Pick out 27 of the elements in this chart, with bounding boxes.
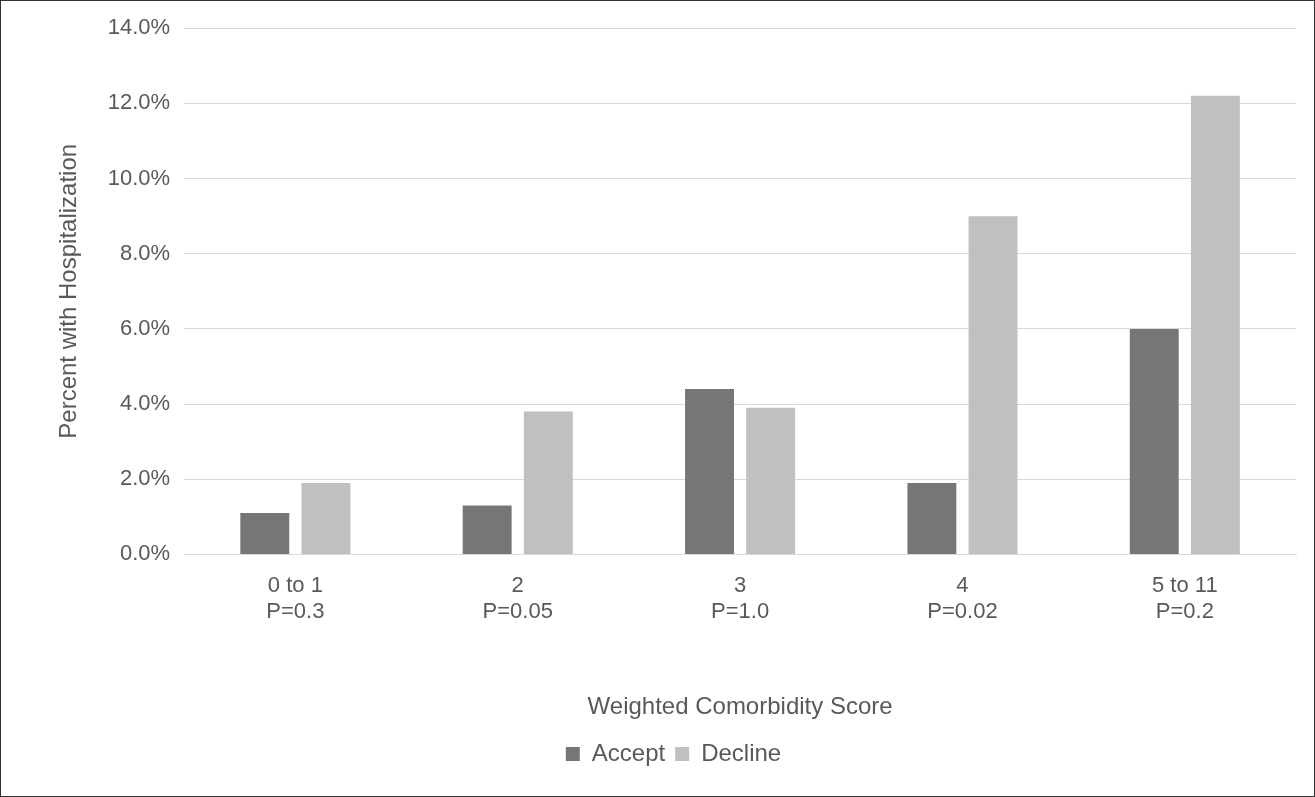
x-tick-label: 4 P=0.02	[927, 571, 998, 624]
x-axis-title: Weighted Comorbidity Score	[587, 692, 893, 720]
bar	[1129, 328, 1179, 554]
y-tick-label: 6.0%	[120, 314, 171, 340]
bar	[462, 505, 512, 554]
x-tick-label: 3 P=1.0	[711, 571, 770, 624]
bar	[968, 216, 1018, 554]
y-tick-label: 14.0%	[107, 14, 171, 40]
bar	[1190, 95, 1240, 554]
y-axis-title: Percent with Hospitalization	[54, 143, 82, 439]
y-tick-label: 0.0%	[120, 540, 171, 566]
x-tick-label: 0 to 1 P=0.3	[266, 571, 325, 624]
legend-label: Accept	[591, 738, 666, 766]
bar	[301, 482, 351, 554]
y-tick-label: 4.0%	[120, 390, 171, 416]
bar	[523, 411, 573, 554]
bar	[685, 389, 734, 554]
y-tick-label: 8.0%	[120, 239, 171, 265]
y-tick-label: 2.0%	[120, 465, 171, 491]
y-tick-label: 12.0%	[107, 89, 171, 115]
y-tick-label: 10.0%	[107, 164, 171, 190]
x-tick-label: 2 P=0.05	[482, 571, 553, 624]
legend-label: Decline	[701, 738, 782, 766]
x-tick-label: 5 to 11 P=0.2	[1151, 571, 1218, 624]
bar	[746, 407, 796, 554]
bar	[907, 482, 957, 554]
bar	[240, 513, 290, 554]
